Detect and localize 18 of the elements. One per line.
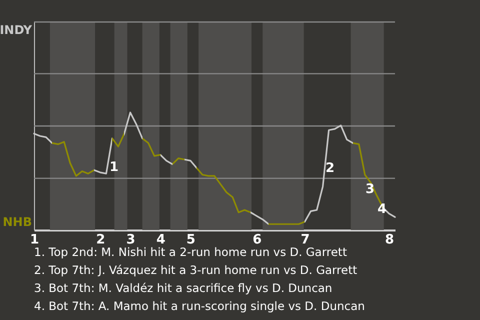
text: 4. Bot 7th: A. Mamo hit a run-scoring single vs D. Duncan xyxy=(34,299,365,313)
x-tick-label: 6 xyxy=(252,232,262,248)
x-tick-label: 3 xyxy=(126,232,136,248)
text: 3. Bot 7th: M. Valdéz hit a sacrifice fly vs D. Duncan xyxy=(34,281,332,295)
text: 2. Top 7th: J. Vázquez hit a 3-run home run vs D. Garrett xyxy=(34,263,358,277)
x-tick-label: 5 xyxy=(186,232,196,248)
x-tick-label: 8 xyxy=(384,232,394,248)
annotation: 2 xyxy=(325,161,335,176)
text: 1. Top 2nd: M. Nishi hit a 2-run home run vs D. Garrett xyxy=(34,245,348,259)
x-tick-label: 1 xyxy=(30,232,40,248)
x-tick-label: 4 xyxy=(156,232,166,248)
x-tick-label: 7 xyxy=(300,232,310,248)
text: INDY xyxy=(0,23,32,37)
annotation: 1 xyxy=(109,160,119,175)
annotation: 3 xyxy=(365,182,375,197)
x-tick-label: 2 xyxy=(96,232,106,248)
text: NHB xyxy=(2,215,32,229)
annotation: 4 xyxy=(377,202,387,217)
